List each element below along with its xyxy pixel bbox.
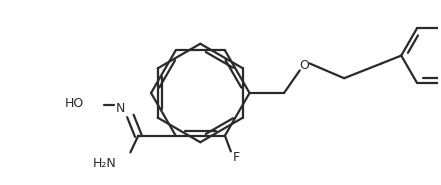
Text: O: O: [299, 59, 309, 72]
Text: F: F: [233, 151, 240, 164]
Text: H₂N: H₂N: [93, 157, 116, 170]
Text: N: N: [116, 102, 125, 115]
Text: HO: HO: [65, 97, 84, 110]
